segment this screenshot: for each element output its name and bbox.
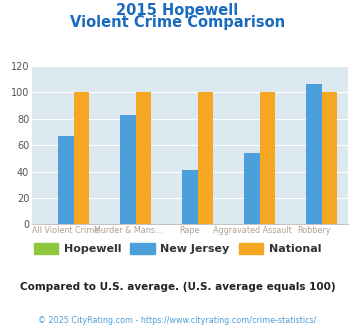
Text: Violent Crime Comparison: Violent Crime Comparison <box>70 15 285 30</box>
Bar <box>58 136 74 224</box>
Legend: Hopewell, New Jersey, National: Hopewell, New Jersey, National <box>29 239 326 258</box>
Bar <box>244 153 260 224</box>
Bar <box>120 115 136 224</box>
Bar <box>74 92 89 224</box>
Bar <box>136 92 151 224</box>
Bar <box>182 170 198 224</box>
Text: Compared to U.S. average. (U.S. average equals 100): Compared to U.S. average. (U.S. average … <box>20 282 335 292</box>
Bar <box>306 84 322 224</box>
Text: © 2025 CityRating.com - https://www.cityrating.com/crime-statistics/: © 2025 CityRating.com - https://www.city… <box>38 316 317 325</box>
Text: 2015 Hopewell: 2015 Hopewell <box>116 3 239 18</box>
Bar <box>260 92 275 224</box>
Bar <box>322 92 337 224</box>
Bar <box>198 92 213 224</box>
